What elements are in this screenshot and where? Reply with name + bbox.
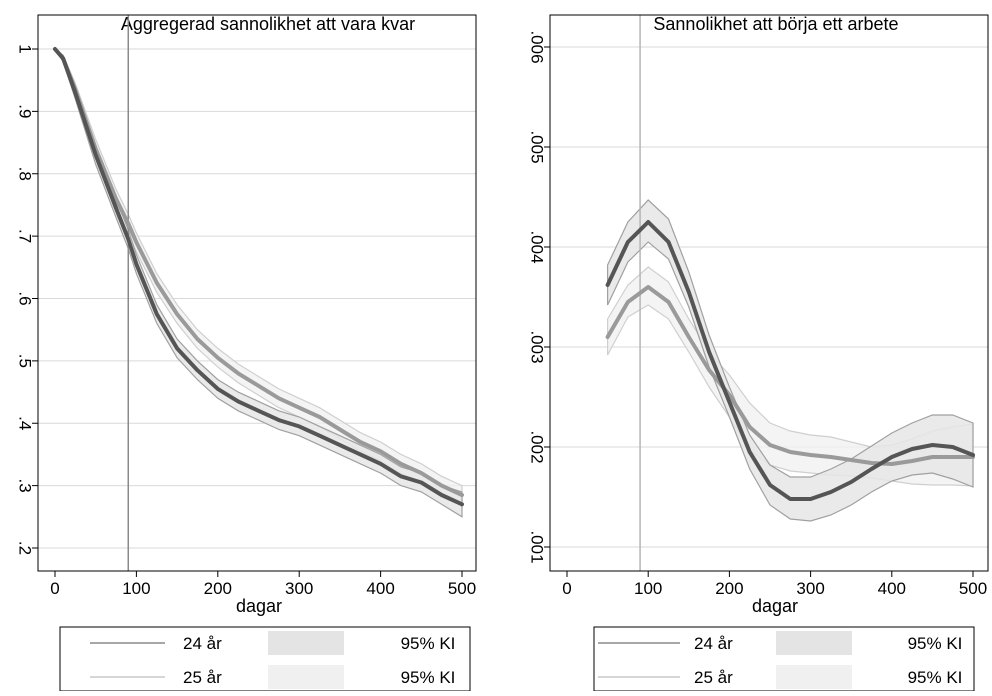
left-legend-ki-label-1: 95% KI bbox=[401, 668, 456, 687]
right-x-axis: 0 100 200 300 400 500 bbox=[562, 571, 987, 598]
left-x-tick-label: 200 bbox=[204, 579, 232, 598]
right-x-tick-label: 0 bbox=[562, 579, 571, 598]
left-x-tick-label: 0 bbox=[50, 579, 59, 598]
left-legend-band-0 bbox=[268, 631, 344, 655]
left-legend-band-1 bbox=[268, 665, 344, 689]
left-y-tick-label: .4 bbox=[16, 416, 35, 430]
right-legend-ki-label-0: 95% KI bbox=[908, 634, 963, 653]
right-x-tick-label: 400 bbox=[878, 579, 906, 598]
left-x-tick-label: 100 bbox=[122, 579, 150, 598]
panel-right: Sannolikhet att börja ett arbete .001.00… bbox=[528, 14, 989, 692]
left-x-tick-label: 500 bbox=[448, 579, 476, 598]
right-x-tick-label: 100 bbox=[634, 579, 662, 598]
left-x-tick-label: 300 bbox=[285, 579, 313, 598]
left-y-tick-label: .8 bbox=[16, 167, 35, 181]
right-y-tick-label: .003 bbox=[528, 330, 547, 363]
right-legend-label-0: 24 år bbox=[694, 634, 733, 653]
left-legend-label-0: 24 år bbox=[183, 634, 222, 653]
left-y-tick-label: .3 bbox=[16, 479, 35, 493]
left-legend-label-1: 25 år bbox=[183, 668, 222, 687]
left-y-tick-label: .6 bbox=[16, 291, 35, 305]
right-legend-label-1: 25 år bbox=[694, 668, 733, 687]
right-y-tick-label: .001 bbox=[528, 530, 547, 563]
right-chart-title: Sannolikhet att börja ett arbete bbox=[653, 14, 898, 34]
right-x-tick-label: 300 bbox=[796, 579, 824, 598]
right-y-tick-label: .005 bbox=[528, 130, 547, 163]
right-legend-band-0 bbox=[776, 631, 852, 655]
right-series-line-1 bbox=[605, 285, 975, 466]
right-y-axis: .001 .002 .003 .004 .005 .006 bbox=[528, 30, 550, 564]
right-x-axis-label: dagar bbox=[752, 596, 798, 616]
left-chart-title: Aggregerad sannolikhet att vara kvar bbox=[121, 14, 415, 34]
right-legend: 24 år 95% KI 25 år 95% KI bbox=[593, 626, 975, 692]
left-x-axis: 0 100 200 300 400 500 bbox=[50, 571, 476, 598]
right-plot-frame bbox=[549, 14, 989, 572]
right-y-tick-label: .004 bbox=[528, 230, 547, 263]
left-x-axis-label: dagar bbox=[236, 596, 282, 616]
right-series-lines bbox=[605, 220, 975, 501]
left-y-tick-label: .7 bbox=[16, 229, 35, 243]
right-legend-band-1 bbox=[776, 665, 852, 689]
left-series-line-0 bbox=[53, 47, 464, 507]
left-y-tick-label: .2 bbox=[16, 541, 35, 555]
left-x-tick-label: 400 bbox=[366, 579, 394, 598]
left-y-tick-label: 1 bbox=[16, 44, 35, 53]
right-y-tick-label: .006 bbox=[528, 30, 547, 63]
right-series-line-0 bbox=[605, 220, 975, 501]
left-y-axis: .2 .3 .4 .5 .6 .7 .8 .9 1 bbox=[16, 44, 38, 555]
left-legend-box bbox=[59, 626, 471, 692]
left-y-tick-label: .5 bbox=[16, 354, 35, 368]
left-gridlines bbox=[38, 48, 476, 549]
left-legend: 24 år 95% KI 25 år 95% KI bbox=[59, 626, 471, 692]
left-legend-ki-label-0: 95% KI bbox=[401, 634, 456, 653]
panel-left: Aggregerad sannolikhet att vara kvar .2.… bbox=[16, 14, 477, 692]
left-y-tick-label: .9 bbox=[16, 104, 35, 118]
right-x-tick-label: 500 bbox=[959, 579, 987, 598]
left-series-line-1 bbox=[53, 47, 464, 497]
right-x-tick-label: 200 bbox=[715, 579, 743, 598]
left-series-lines bbox=[53, 47, 464, 507]
left-plot-frame bbox=[37, 14, 477, 572]
right-y-tick-label: .002 bbox=[528, 430, 547, 463]
right-legend-ki-label-1: 95% KI bbox=[908, 668, 963, 687]
